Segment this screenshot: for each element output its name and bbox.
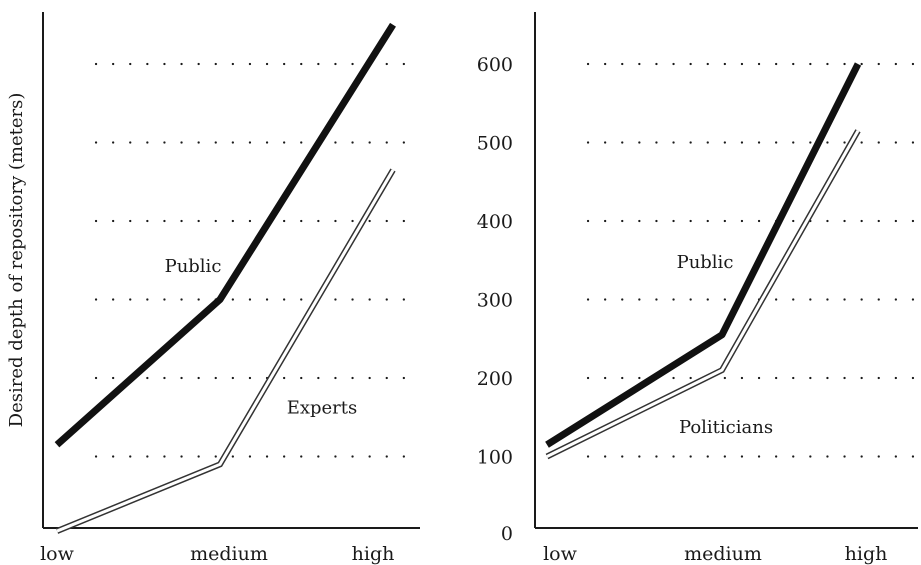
series-annotation: Politicians	[679, 417, 773, 438]
series-line-fill	[56, 169, 395, 533]
x-tick-label: low	[40, 543, 75, 565]
y-axis-label: Desired depth of repository (meters)	[6, 93, 27, 428]
series-annotation: Public	[165, 256, 222, 277]
series-annotation: Public	[677, 252, 734, 273]
right-panel: low medium high 0 100 200 300 400 500 600 Public Po…	[477, 12, 920, 565]
y-tick-label: 600	[477, 54, 513, 76]
x-tick-label: high	[845, 543, 888, 565]
y-tick-label: 100	[477, 447, 513, 469]
left-panel: low medium high Desired depth of repository…	[6, 12, 422, 565]
x-tick-label: low	[543, 543, 578, 565]
series-line-politicians	[545, 129, 861, 460]
y-tick-label: 0	[501, 523, 513, 545]
y-tick-label: 200	[477, 368, 513, 390]
y-tick-label: 400	[477, 211, 513, 233]
series-line-experts	[55, 168, 396, 534]
y-tick-label: 300	[477, 290, 513, 312]
series-line-public	[54, 22, 396, 448]
series-line-public	[545, 62, 862, 448]
x-tick-label: high	[352, 543, 395, 565]
x-tick-label: medium	[190, 543, 268, 565]
y-tick-label: 500	[477, 133, 513, 155]
x-tick-label: medium	[684, 543, 762, 565]
series-annotation: Experts	[287, 397, 358, 418]
series-line-fill	[546, 129, 860, 458]
